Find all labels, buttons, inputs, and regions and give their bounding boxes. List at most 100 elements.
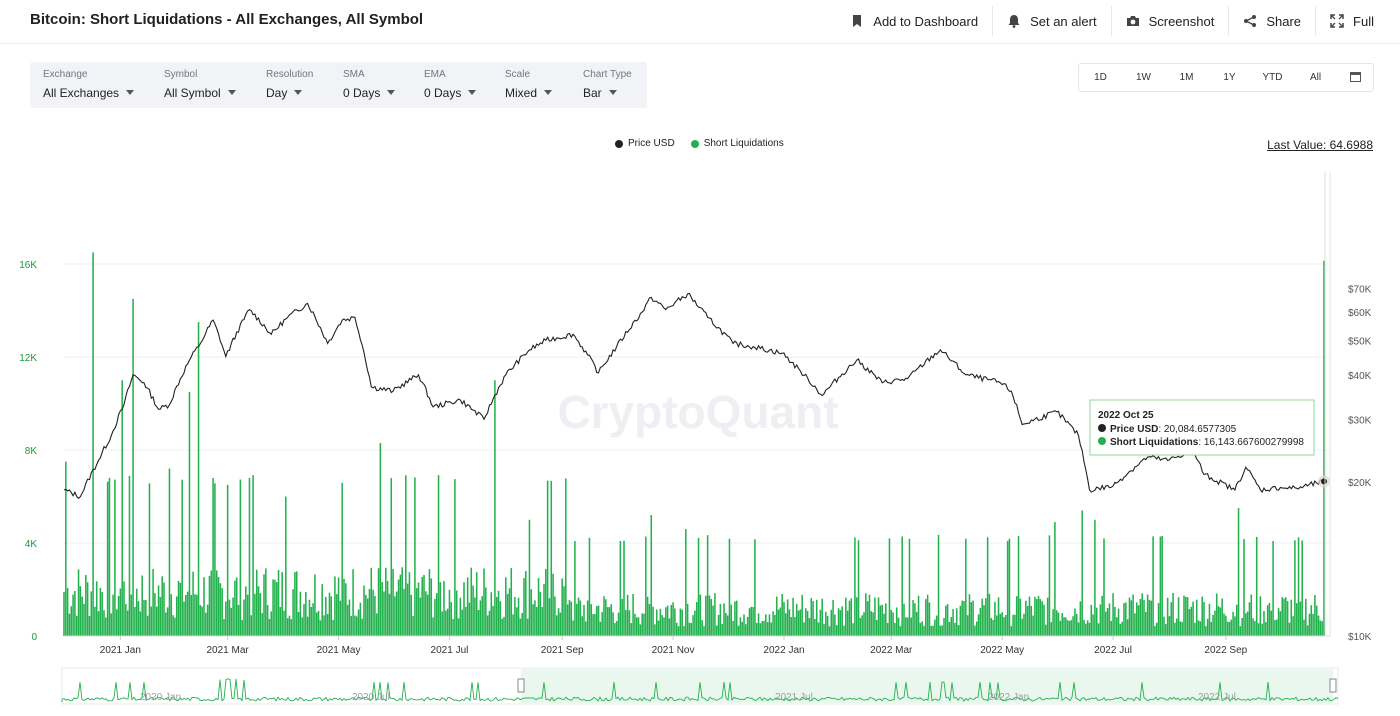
navigator-right-handle[interactable] <box>1329 678 1337 693</box>
liquidation-bar <box>494 380 496 636</box>
liquidation-bar <box>846 610 849 636</box>
liquidation-bar <box>1048 535 1051 636</box>
range-selector: 1D 1W 1M 1Y YTD All <box>1078 63 1374 92</box>
liquidation-bar <box>315 612 318 636</box>
liquidation-bar <box>361 618 363 636</box>
y-right-tick-label: $70K <box>1348 284 1372 295</box>
exchange-select[interactable]: Exchange All Exchanges <box>30 62 151 108</box>
liquidation-bar <box>790 617 793 636</box>
range-all-button[interactable]: All <box>1309 72 1322 83</box>
liquidation-bar <box>1170 602 1173 636</box>
navigator-left-handle[interactable] <box>517 678 525 693</box>
liquidation-bar <box>1012 614 1014 636</box>
x-tick-label: 2022 May <box>980 645 1024 656</box>
legend-item-price[interactable]: Price USD <box>615 138 675 149</box>
liquidation-bar <box>863 612 865 636</box>
share-button[interactable]: Share <box>1228 6 1315 36</box>
range-1y-button[interactable]: 1Y <box>1223 72 1236 83</box>
share-icon <box>1244 15 1257 27</box>
liquidation-bar <box>695 601 698 636</box>
fullscreen-button[interactable]: Full <box>1315 6 1388 36</box>
liquidation-bar <box>901 536 903 636</box>
liquidation-bar <box>194 594 196 636</box>
ema-select[interactable]: EMA 0 Days <box>411 62 492 108</box>
navigator[interactable] <box>61 667 1339 705</box>
liquidation-bar <box>305 592 307 636</box>
liquidation-bar <box>412 615 414 636</box>
range-1m-button[interactable]: 1M <box>1179 72 1194 83</box>
liquidation-bar <box>68 613 71 636</box>
header: Bitcoin: Short Liquidations - All Exchan… <box>0 0 1400 44</box>
liquidation-bar <box>1199 621 1202 636</box>
liquidation-bar <box>799 609 802 636</box>
liquidation-bar <box>881 604 883 636</box>
liquidation-bar <box>885 603 887 636</box>
liquidation-bar <box>183 601 185 636</box>
liquidation-bar <box>955 608 958 636</box>
range-1d-button[interactable]: 1D <box>1094 72 1107 83</box>
liquidation-bar <box>637 617 640 636</box>
set-alert-button[interactable]: Set an alert <box>992 6 1111 36</box>
liquidation-bar <box>1143 600 1145 636</box>
liquidation-bar <box>945 605 947 636</box>
liquidation-bar <box>514 596 516 636</box>
liquidation-bar <box>115 609 118 636</box>
liquidation-bar <box>850 598 853 636</box>
symbol-select[interactable]: Symbol All Symbol <box>151 62 253 108</box>
scale-select[interactable]: Scale Mixed <box>492 62 570 108</box>
liquidation-bar <box>986 537 989 636</box>
liquidation-bar <box>357 609 360 636</box>
sma-select[interactable]: SMA 0 Days <box>330 62 411 108</box>
liquidation-bar <box>468 602 471 636</box>
y-left-tick-label: 0 <box>31 632 37 643</box>
date-picker-button[interactable] <box>1337 71 1373 85</box>
expand-icon <box>1330 14 1344 28</box>
navigator-selection[interactable] <box>521 669 1333 703</box>
liquidation-bar <box>1186 597 1189 636</box>
liquidation-bar <box>834 614 836 636</box>
liquidation-bar <box>1317 615 1320 636</box>
liquidation-bar <box>866 601 869 636</box>
liquidation-bar <box>1023 613 1025 636</box>
liquidation-bar <box>848 600 851 636</box>
liquidation-bar <box>1148 599 1151 636</box>
y-right-tick-label: $10K <box>1348 632 1372 643</box>
price-hover-halo <box>1318 475 1330 488</box>
screenshot-button[interactable]: Screenshot <box>1110 6 1229 36</box>
liquidation-bar <box>868 594 871 636</box>
liquidation-bar <box>906 617 909 636</box>
liquidation-bar <box>1045 624 1047 636</box>
add-to-dashboard-button[interactable]: Add to Dashboard <box>836 6 992 36</box>
liquidation-bar <box>603 596 605 636</box>
liquidation-bar <box>1228 621 1231 636</box>
liquidation-bar <box>301 617 303 636</box>
liquidation-bar <box>168 468 171 636</box>
liquidation-bar <box>1305 598 1307 636</box>
liquidation-bar <box>1221 598 1223 636</box>
liquidation-bar <box>172 615 174 636</box>
range-1w-button[interactable]: 1W <box>1136 72 1151 83</box>
liquidation-bar <box>777 609 780 636</box>
resolution-select[interactable]: Resolution Day <box>253 62 330 108</box>
liquidation-bar <box>832 599 834 636</box>
liquidation-bar <box>1212 614 1214 636</box>
liquidation-bar <box>617 612 620 636</box>
legend-item-liquidations[interactable]: Short Liquidations <box>690 138 784 149</box>
symbol-value: All Symbol <box>164 86 221 100</box>
range-ytd-button[interactable]: YTD <box>1262 72 1283 83</box>
liquidation-bar <box>966 615 969 636</box>
liquidation-bar <box>597 605 600 636</box>
liquidation-bar <box>237 604 240 636</box>
sma-label: SMA <box>343 69 365 80</box>
liquidation-bar <box>1146 594 1149 636</box>
liquidation-bar <box>843 625 845 636</box>
chart-type-select[interactable]: Chart Type Bar <box>570 62 647 108</box>
liquidation-bar <box>686 603 689 636</box>
liquidation-bar <box>232 597 234 636</box>
liquidation-bar <box>390 478 393 636</box>
liquidation-bar <box>65 461 67 636</box>
liquidation-bar <box>486 615 489 636</box>
liquidation-bar <box>339 600 342 636</box>
liquidation-bar <box>1165 624 1167 636</box>
liquidation-bar <box>1286 601 1289 636</box>
